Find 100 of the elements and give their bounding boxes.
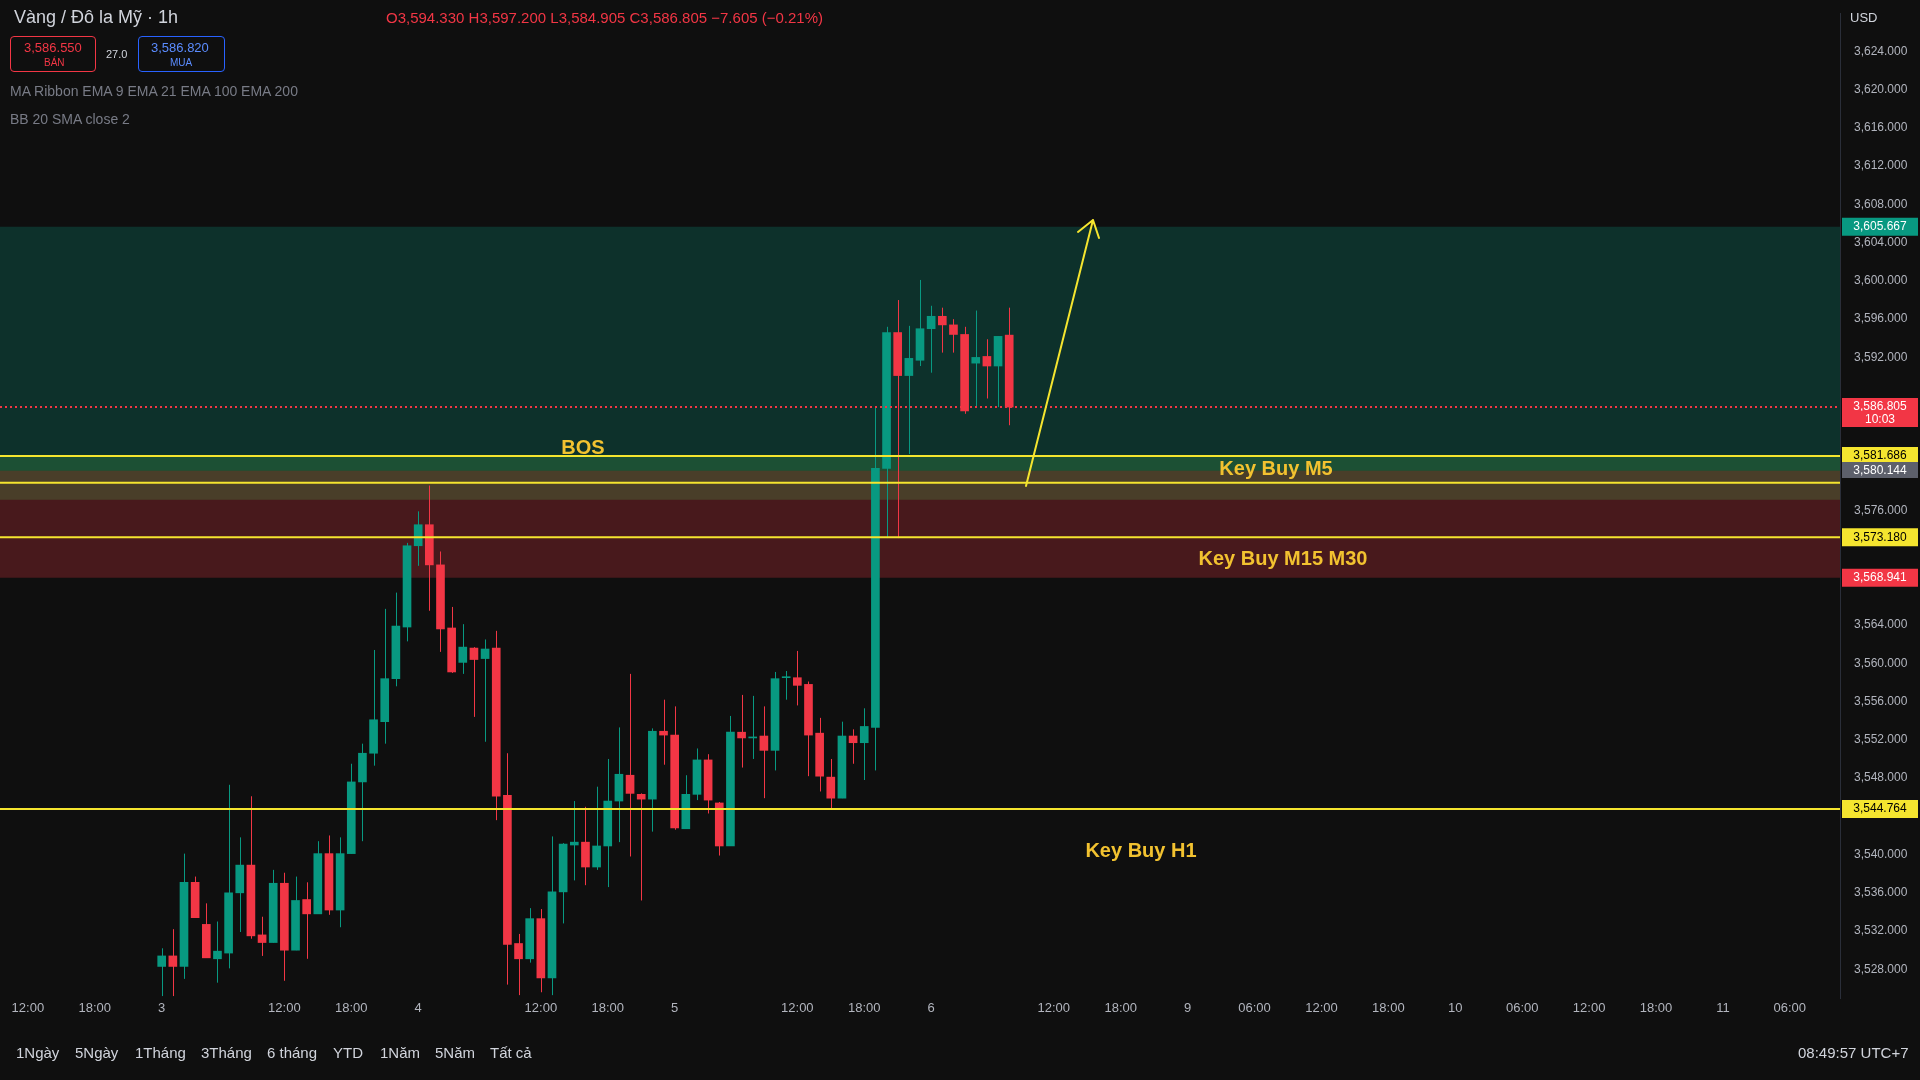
annotation: Key Buy M15 M30 bbox=[1197, 547, 1369, 570]
annotation: 27.0 bbox=[106, 48, 128, 60]
candlestick bbox=[458, 623, 468, 675]
x-tick-label: 12:00 bbox=[524, 1000, 558, 1016]
annotation: BÁN bbox=[44, 57, 65, 68]
text: 1Ngày bbox=[16, 1044, 60, 1061]
ref-line-label: 3,573.180 bbox=[1853, 529, 1908, 544]
candlestick bbox=[592, 786, 601, 871]
y-tick-label: 3,624.000 bbox=[1854, 43, 1908, 58]
candlestick bbox=[514, 933, 523, 996]
x-tick-label: 3 bbox=[158, 1000, 166, 1016]
x-tick-label: 10 bbox=[1448, 1000, 1463, 1016]
x-tick-label: 12:00 bbox=[268, 1000, 301, 1016]
annotation: BOS bbox=[560, 436, 606, 459]
x-tick-label: 18:00 bbox=[847, 1000, 881, 1016]
x-tick-label: 12:00 bbox=[1037, 1000, 1071, 1016]
x-tick-label: 06:00 bbox=[1773, 1000, 1807, 1016]
candlestick bbox=[826, 758, 836, 810]
candlestick bbox=[949, 318, 958, 354]
x-tick-label: 12:00 bbox=[1305, 1000, 1338, 1016]
y-tick-label: 3,612.000 bbox=[1854, 158, 1908, 173]
x-tick-label: 18:00 bbox=[1104, 1000, 1137, 1016]
x-tick-label: 18:00 bbox=[78, 1000, 112, 1016]
annotation: Key Buy M5 bbox=[1218, 457, 1334, 480]
candlestick bbox=[213, 921, 222, 984]
x-tick-label: 18:00 bbox=[1372, 1000, 1405, 1016]
text: Tất cả bbox=[490, 1044, 532, 1061]
x-tick-label: 11 bbox=[1716, 1000, 1730, 1016]
candlestick bbox=[157, 947, 167, 997]
annotation: BB 20 SMA close 2 bbox=[10, 111, 130, 127]
ref-line-label: 3,586.805 bbox=[1853, 399, 1908, 414]
candlestick bbox=[982, 338, 992, 400]
chart-title: Vàng / Đô la Mỹ · 1h bbox=[14, 7, 179, 28]
annotation: 3,586.550 bbox=[24, 40, 82, 55]
candlestick bbox=[625, 673, 635, 857]
candlestick bbox=[859, 707, 869, 781]
x-tick-label: 18:00 bbox=[1639, 1000, 1673, 1016]
y-tick-label: 3,604.000 bbox=[1854, 234, 1908, 249]
band-label: 3,568.941 bbox=[1853, 570, 1908, 585]
x-tick-label: 18:00 bbox=[335, 1000, 368, 1016]
y-tick-label: 3,532.000 bbox=[1854, 923, 1908, 938]
annotation: 3,586.820 bbox=[151, 40, 209, 55]
candlestick bbox=[302, 881, 311, 960]
text: 6 tháng bbox=[267, 1044, 318, 1061]
text: 5Năm bbox=[435, 1044, 476, 1061]
x-tick-label: 4 bbox=[414, 1000, 422, 1016]
candlestick bbox=[168, 928, 178, 997]
annotation: MUA bbox=[170, 57, 193, 68]
y-tick-label: 3,528.000 bbox=[1854, 961, 1908, 976]
y-tick-label: 3,560.000 bbox=[1854, 655, 1908, 670]
y-tick-label: 3,620.000 bbox=[1854, 82, 1908, 96]
x-tick-label: 06:00 bbox=[1505, 1000, 1539, 1016]
candlestick bbox=[659, 699, 668, 766]
text: YTD bbox=[333, 1044, 363, 1061]
candlestick bbox=[793, 650, 802, 706]
y-tick-label: 3,548.000 bbox=[1854, 770, 1908, 785]
y-tick-label: 3,552.000 bbox=[1854, 732, 1908, 747]
text: 3,580.144 bbox=[1842, 462, 1918, 478]
y-tick-label: 3,616.000 bbox=[1854, 120, 1908, 135]
candlestick bbox=[971, 310, 981, 408]
x-tick-label: 9 bbox=[1184, 1000, 1192, 1016]
text: 10:03 bbox=[1842, 411, 1918, 427]
y-tick-label: 3,564.000 bbox=[1854, 617, 1908, 632]
y-tick-label: 3,600.000 bbox=[1854, 273, 1908, 288]
y-tick-label: 3,592.000 bbox=[1854, 349, 1908, 364]
y-tick-label: 3,596.000 bbox=[1854, 311, 1908, 326]
x-tick-label: 5 bbox=[671, 1000, 679, 1016]
annotation: Key Buy H1 bbox=[1084, 839, 1198, 862]
candlestick bbox=[904, 325, 914, 455]
text: 3Tháng bbox=[201, 1044, 252, 1061]
candlestick bbox=[926, 305, 936, 374]
text: USD bbox=[1850, 10, 1878, 25]
candlestick bbox=[759, 705, 769, 799]
y-tick-label: 3,540.000 bbox=[1854, 846, 1908, 861]
x-tick-label: 12:00 bbox=[781, 1000, 814, 1016]
band-label: 3,605.667 bbox=[1853, 219, 1908, 234]
x-tick-label: 18:00 bbox=[591, 1000, 625, 1016]
text: 08:49:57 UTC+7 bbox=[1798, 1044, 1909, 1061]
chart-subtitle: O3,594.330 H3,597.200 L3,584.905 C3,586.805 −7.605 (−0.21%) bbox=[386, 9, 824, 26]
y-tick-label: 3,556.000 bbox=[1854, 693, 1908, 708]
candlestick bbox=[480, 638, 490, 743]
x-tick-label: 6 bbox=[927, 1000, 935, 1016]
x-tick-label: 12:00 bbox=[1572, 1000, 1606, 1016]
candlestick bbox=[469, 646, 479, 718]
text: 1Năm bbox=[380, 1044, 421, 1061]
candlestick bbox=[636, 792, 646, 901]
y-tick-label: 3,536.000 bbox=[1854, 885, 1908, 900]
y-tick-label: 3,576.000 bbox=[1854, 502, 1908, 517]
candlestick bbox=[937, 307, 947, 354]
candlestick bbox=[413, 510, 423, 567]
candlestick bbox=[781, 670, 791, 701]
ref-line-label: 3,581.686 bbox=[1853, 448, 1908, 463]
x-tick-label: 06:00 bbox=[1238, 1000, 1271, 1016]
text: 5Ngày bbox=[75, 1044, 119, 1061]
text: 1Tháng bbox=[135, 1044, 186, 1061]
ref-line-label: 3,544.764 bbox=[1853, 801, 1908, 816]
y-tick-label: 3,608.000 bbox=[1854, 196, 1908, 211]
annotation: MA Ribbon EMA 9 EMA 21 EMA 100 EMA 200 bbox=[10, 83, 298, 99]
candlestick bbox=[737, 694, 746, 769]
x-tick-label: 12:00 bbox=[11, 1000, 45, 1016]
